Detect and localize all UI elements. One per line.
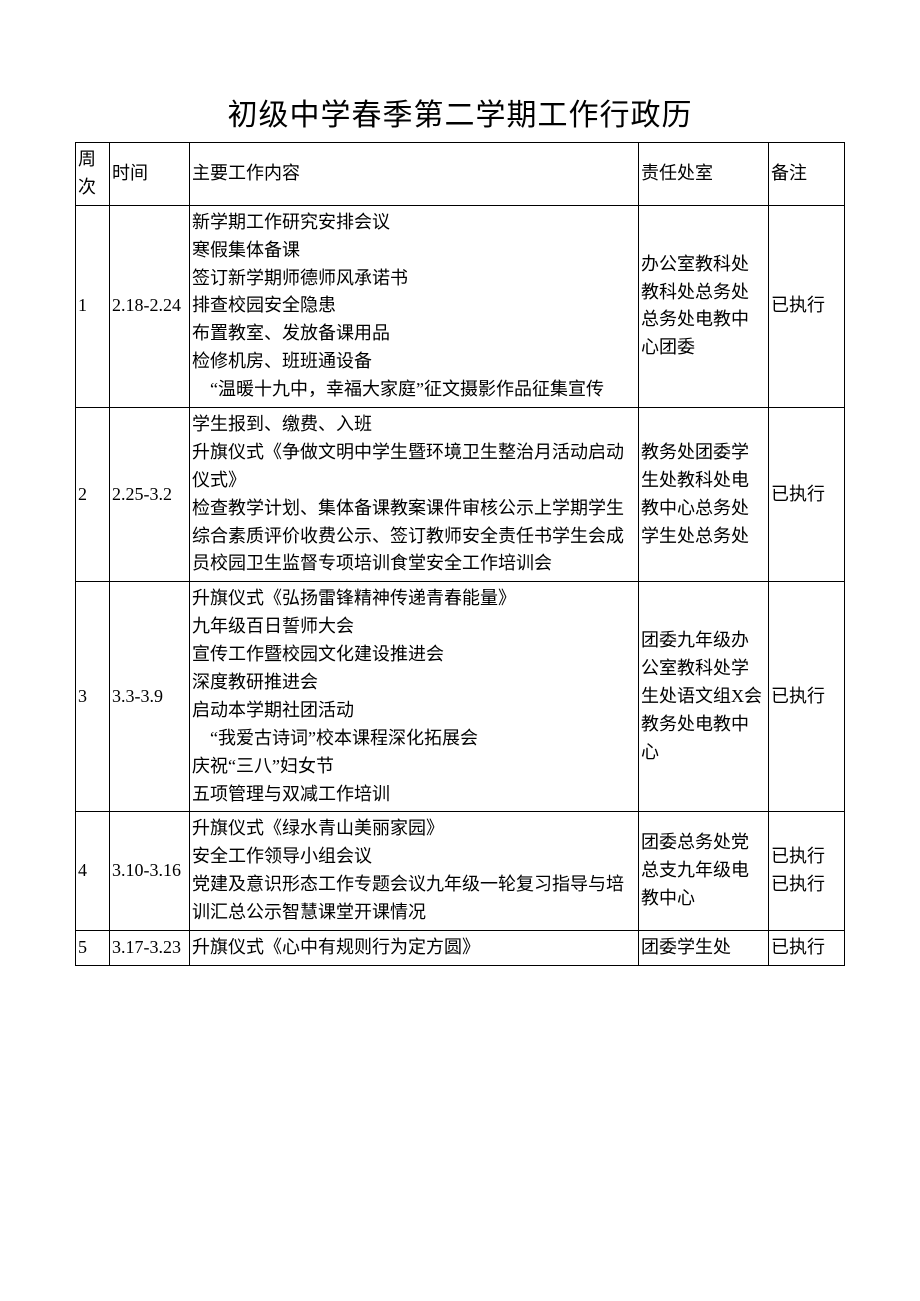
header-time: 时间 (110, 143, 190, 206)
cell-time: 3.17-3.23 (110, 931, 190, 966)
cell-time: 2.25-3.2 (110, 408, 190, 582)
cell-time: 3.10-3.16 (110, 812, 190, 931)
cell-dept: 教务处团委学生处教科处电教中心总务处学生处总务处 (639, 408, 769, 582)
table-row: 3 3.3-3.9 升旗仪式《弘扬雷锋精神传递青春能量》九年级百日誓师大会宣传工… (76, 582, 845, 812)
cell-week: 1 (76, 205, 110, 407)
cell-content: 升旗仪式《弘扬雷锋精神传递青春能量》九年级百日誓师大会宣传工作暨校园文化建设推进… (190, 582, 639, 812)
cell-week: 3 (76, 582, 110, 812)
page-title: 初级中学春季第二学期工作行政历 (75, 90, 845, 134)
cell-note: 已执行 (769, 931, 845, 966)
cell-note: 已执行 (769, 582, 845, 812)
cell-dept: 团委九年级办公室教科处学生处语文组X会教务处电教中心 (639, 582, 769, 812)
cell-content: 学生报到、缴费、入班升旗仪式《争做文明中学生暨环境卫生整治月活动启动仪式》检查教… (190, 408, 639, 582)
cell-note: 已执行已执行 (769, 812, 845, 931)
cell-dept: 团委总务处党总支九年级电教中心 (639, 812, 769, 931)
cell-content: 升旗仪式《心中有规则行为定方圆》 (190, 931, 639, 966)
cell-content: 新学期工作研究安排会议寒假集体备课签订新学期师德师风承诺书排查校园安全隐患布置教… (190, 205, 639, 407)
header-dept: 责任处室 (639, 143, 769, 206)
cell-note: 已执行 (769, 205, 845, 407)
cell-content: 升旗仪式《绿水青山美丽家园》安全工作领导小组会议党建及意识形态工作专题会议九年级… (190, 812, 639, 931)
cell-time: 2.18-2.24 (110, 205, 190, 407)
header-content: 主要工作内容 (190, 143, 639, 206)
table-row: 1 2.18-2.24 新学期工作研究安排会议寒假集体备课签订新学期师德师风承诺… (76, 205, 845, 407)
table-row: 5 3.17-3.23 升旗仪式《心中有规则行为定方圆》 团委学生处 已执行 (76, 931, 845, 966)
header-week: 周次 (76, 143, 110, 206)
cell-week: 4 (76, 812, 110, 931)
cell-week: 5 (76, 931, 110, 966)
table-row: 4 3.10-3.16 升旗仪式《绿水青山美丽家园》安全工作领导小组会议党建及意… (76, 812, 845, 931)
cell-time: 3.3-3.9 (110, 582, 190, 812)
schedule-table: 周次 时间 主要工作内容 责任处室 备注 1 2.18-2.24 新学期工作研究… (75, 142, 845, 966)
table-row: 2 2.25-3.2 学生报到、缴费、入班升旗仪式《争做文明中学生暨环境卫生整治… (76, 408, 845, 582)
table-header-row: 周次 时间 主要工作内容 责任处室 备注 (76, 143, 845, 206)
cell-dept: 团委学生处 (639, 931, 769, 966)
cell-week: 2 (76, 408, 110, 582)
header-note: 备注 (769, 143, 845, 206)
cell-dept: 办公室教科处教科处总务处总务处电教中心团委 (639, 205, 769, 407)
cell-note: 已执行 (769, 408, 845, 582)
